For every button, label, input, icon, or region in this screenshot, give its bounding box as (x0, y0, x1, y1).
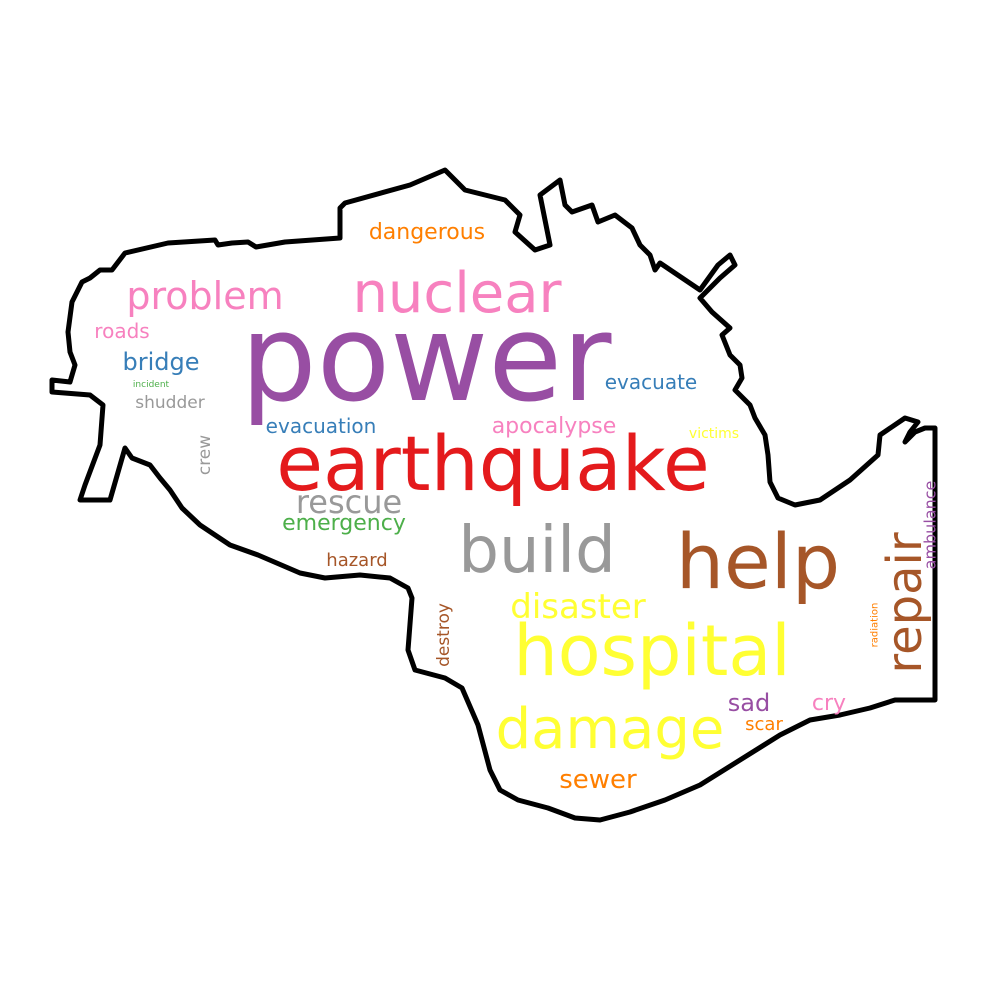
word-destroy: destroy (434, 603, 454, 667)
word-bridge: bridge (122, 348, 199, 376)
word-repair: repair (877, 532, 933, 673)
word-problem: problem (126, 274, 283, 318)
word-apocalypse: apocalypse (492, 414, 617, 439)
word-build: build (458, 514, 615, 588)
word-crew: crew (195, 435, 215, 475)
word-hazard: hazard (326, 550, 387, 571)
word-victims: victims (689, 426, 739, 442)
word-sad: sad (728, 689, 770, 717)
word-roads: roads (94, 319, 149, 343)
word-help: help (676, 517, 840, 606)
word-ambulance: ambulance (921, 481, 940, 570)
word-emergency: emergency (282, 511, 406, 536)
word-radiation: radiation (870, 603, 881, 648)
word-scar: scar (745, 714, 783, 735)
word-rescue: rescue (296, 483, 402, 521)
word-cry: cry (812, 691, 846, 716)
region-outline (49, 167, 938, 823)
word-incident: incident (133, 380, 170, 390)
word-shudder: shudder (135, 393, 204, 413)
word-damage: damage (496, 697, 725, 762)
word-sewer: sewer (559, 765, 637, 795)
word-hospital: hospital (513, 610, 790, 692)
word-disaster: disaster (510, 587, 646, 627)
word-evacuation: evacuation (266, 414, 377, 438)
word-power: power (241, 290, 613, 429)
word-evacuate: evacuate (605, 370, 697, 394)
word-nuclear: nuclear (352, 261, 562, 326)
word-earthquake: earthquake (276, 419, 710, 508)
word-dangerous: dangerous (369, 220, 485, 245)
